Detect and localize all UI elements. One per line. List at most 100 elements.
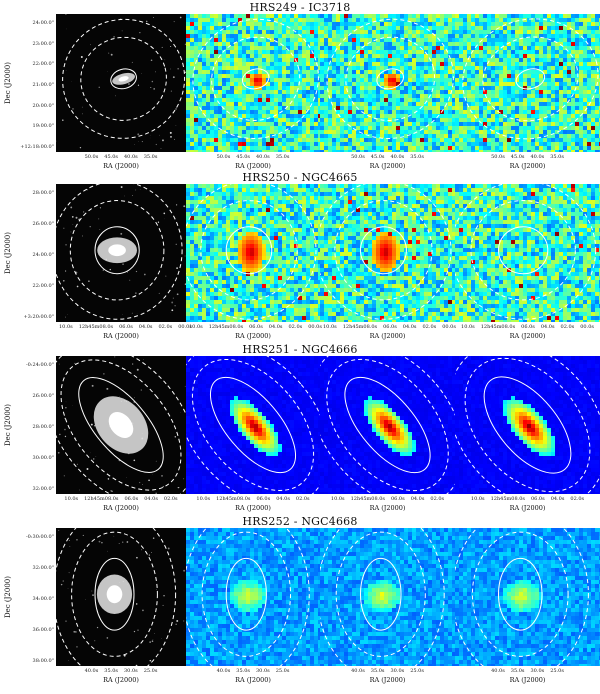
heatmap-cell (226, 34, 230, 38)
heatmap-cell (282, 316, 286, 320)
heatmap-cell (306, 18, 310, 22)
heatmap-cell (475, 50, 479, 54)
heatmap-cell (202, 142, 206, 146)
heatmap-cell (531, 150, 535, 152)
heatmap-cell (372, 142, 376, 146)
heatmap-cell (234, 34, 238, 38)
heatmap-cell (186, 42, 190, 46)
heatmap-cell (254, 50, 258, 54)
heatmap-cell (372, 82, 376, 86)
heatmap-cell (459, 14, 463, 18)
heatmap-cell (234, 54, 238, 58)
heatmap-cell (344, 26, 348, 30)
heatmap-cell (511, 138, 515, 142)
heatmap-cell (310, 126, 314, 130)
heatmap-cell (348, 78, 352, 82)
heatmap-cell (250, 90, 254, 94)
heatmap-cell (206, 296, 210, 300)
heatmap-cell (579, 14, 583, 18)
heatmap-cell (286, 134, 290, 138)
heatmap-cell (555, 142, 559, 146)
heatmap-cell (206, 244, 210, 248)
heatmap-cell (198, 42, 202, 46)
heatmap-cell (519, 142, 523, 146)
heatmap-cell (210, 240, 214, 244)
heatmap-cell (238, 216, 242, 220)
heatmap-cell (214, 22, 218, 26)
heatmap-cell (294, 146, 298, 150)
heatmap-cell (523, 98, 527, 102)
heatmap-cell (384, 122, 388, 126)
heatmap-cell (523, 126, 527, 130)
heatmap-cell (511, 54, 515, 58)
heatmap-cell (254, 232, 258, 236)
heatmap-cell (352, 150, 356, 152)
heatmap-cell (298, 200, 302, 204)
heatmap-cell (424, 38, 428, 42)
heatmap-cell (420, 98, 424, 102)
heatmap-cell (420, 94, 424, 98)
heatmap-cell (302, 46, 306, 50)
heatmap-cell (320, 18, 324, 22)
heatmap-cell (242, 150, 246, 152)
heatmap-cell (238, 102, 242, 106)
heatmap-cell (298, 188, 302, 192)
heatmap-cell (302, 78, 306, 82)
heatmap-cell (320, 114, 324, 118)
heatmap-cell (258, 216, 262, 220)
optical-image-panel (56, 184, 186, 322)
heatmap-cell (238, 62, 242, 66)
heatmap-cell (487, 66, 491, 70)
heatmap-cell (218, 82, 222, 86)
heatmap-cell (440, 66, 444, 70)
heatmap-cell (523, 50, 527, 54)
heatmap-cell (286, 284, 290, 288)
heatmap-cell (491, 58, 495, 62)
heatmap-cell (487, 14, 491, 18)
heatmap-cell (467, 78, 471, 82)
heatmap-cell (551, 126, 555, 130)
heatmap-cell (314, 78, 318, 82)
heatmap-cell (495, 22, 499, 26)
heatmap-cell (320, 102, 324, 106)
heatmap-cell (246, 34, 250, 38)
heatmap-cell (539, 14, 543, 18)
heatmap-cell (591, 62, 595, 66)
heatmap-cell (507, 146, 511, 150)
heatmap-cell (495, 86, 499, 90)
heatmap-cell (246, 90, 250, 94)
heatmap-cell (376, 110, 380, 114)
heatmap-cell (262, 192, 266, 196)
heatmap-cell (286, 280, 290, 284)
heatmap-cell (495, 14, 499, 18)
heatmap-cell (246, 126, 250, 130)
heatmap-cell (535, 22, 539, 26)
star-point (65, 270, 66, 271)
heatmap-cell (230, 146, 234, 150)
heatmap-cell (400, 46, 404, 50)
heatmap-cell (314, 114, 318, 118)
heatmap-cell (448, 126, 452, 130)
heatmap-cell (324, 106, 328, 110)
heatmap-cell (214, 260, 218, 264)
heatmap-cell (270, 272, 274, 276)
heatmap-cell (222, 200, 226, 204)
heatmap-cell (471, 62, 475, 66)
heatmap-cell (420, 34, 424, 38)
heatmap-cell (336, 30, 340, 34)
heatmap-cell (222, 212, 226, 216)
heatmap-cell (266, 42, 270, 46)
heatmap-cell (388, 54, 392, 58)
heatmap-cell (579, 38, 583, 42)
heatmap-cell (332, 126, 336, 130)
heatmap-cell (206, 200, 210, 204)
heatmap-cell (495, 150, 499, 152)
heatmap-cell (278, 78, 282, 82)
heatmap-cell (226, 82, 230, 86)
heatmap-cell (266, 280, 270, 284)
heatmap-cell (218, 292, 222, 296)
heatmap-cell (294, 216, 298, 220)
heatmap-cell (246, 74, 250, 78)
heatmap-cell (270, 18, 274, 22)
heatmap-cell (332, 94, 336, 98)
